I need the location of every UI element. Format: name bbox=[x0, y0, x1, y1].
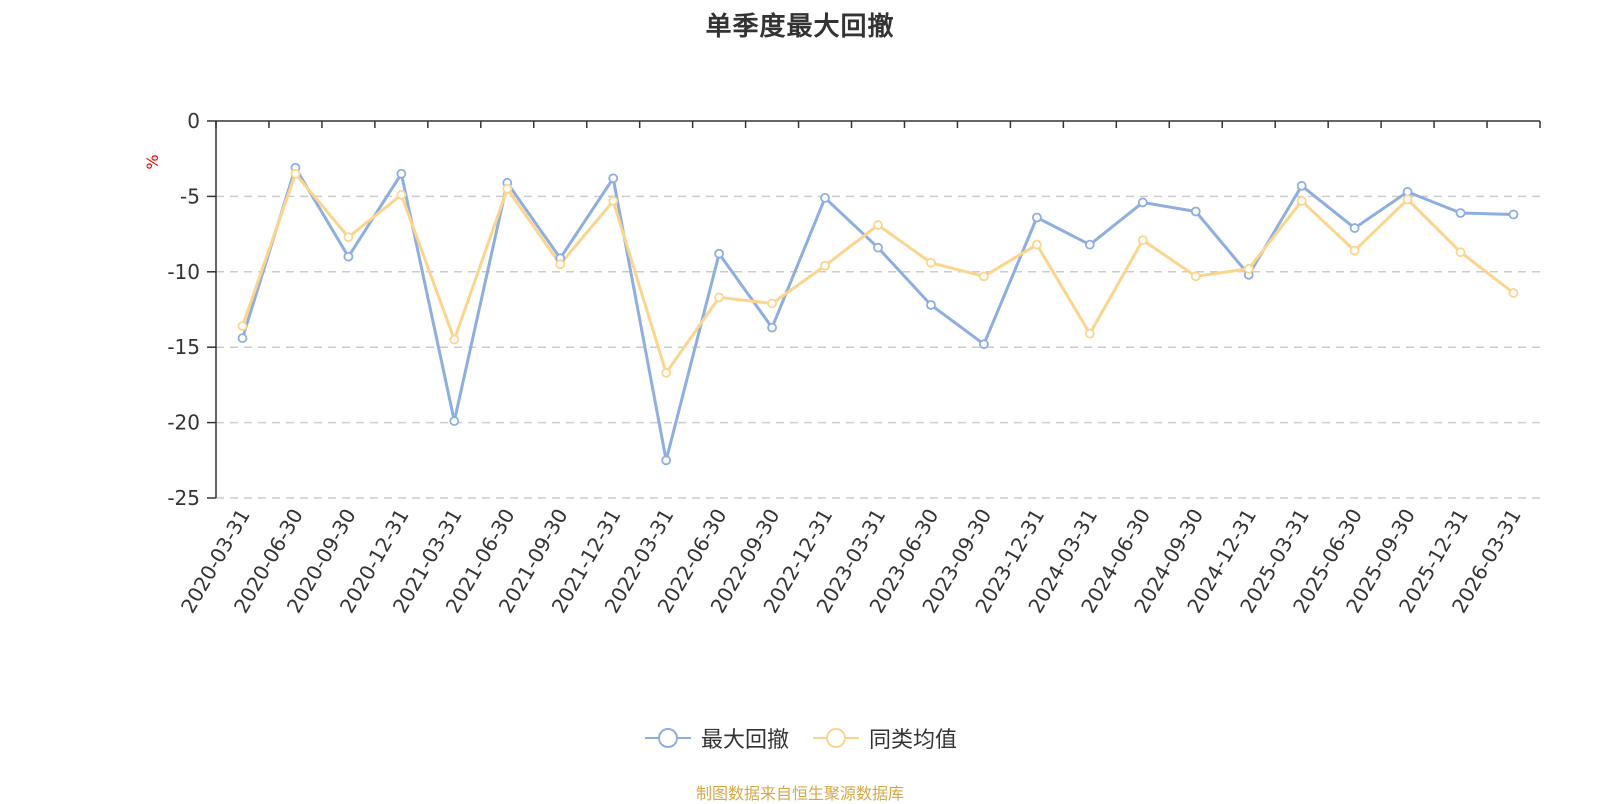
data-point-series2 bbox=[1508, 288, 1519, 298]
data-point-series2 bbox=[449, 334, 460, 345]
data-point-series2 bbox=[1084, 328, 1095, 339]
data-point-series2 bbox=[1243, 263, 1254, 274]
data-point-series1 bbox=[820, 193, 830, 203]
legend-label-series1: 最大回撤 bbox=[700, 728, 789, 753]
data-point-series2 bbox=[502, 183, 513, 194]
data-point-series2 bbox=[1190, 271, 1201, 282]
data-point-series1 bbox=[1084, 239, 1095, 250]
y-tick-label: -20 bbox=[167, 411, 200, 435]
data-point-series2 bbox=[290, 168, 301, 179]
y-axis-unit: % bbox=[143, 154, 162, 169]
data-point-series1 bbox=[1031, 212, 1042, 223]
data-point-series1 bbox=[1349, 223, 1360, 233]
data-point-series1 bbox=[926, 300, 936, 310]
data-point-series2 bbox=[767, 298, 777, 309]
data-point-series2 bbox=[343, 232, 354, 243]
data-point-series2 bbox=[1137, 235, 1148, 246]
data-point-series1 bbox=[1137, 197, 1148, 208]
y-tick-label: 0 bbox=[187, 109, 200, 133]
data-point-series2 bbox=[979, 271, 989, 282]
data-point-series1 bbox=[661, 455, 672, 466]
legend-item-series1[interactable]: 最大回撤 bbox=[643, 722, 789, 754]
data-point-series1 bbox=[714, 248, 725, 259]
data-point-series2 bbox=[1349, 245, 1360, 256]
data-point-series1 bbox=[1508, 209, 1519, 220]
data-point-series2 bbox=[926, 257, 936, 268]
data-point-series1 bbox=[396, 168, 407, 179]
legend-item-series2[interactable]: 同类均值 bbox=[811, 722, 957, 754]
chart-title: 单季度最大回撤 bbox=[705, 12, 895, 42]
y-tick-label: -25 bbox=[167, 486, 200, 510]
y-tick-label: -15 bbox=[167, 335, 200, 359]
data-point-series1 bbox=[343, 251, 354, 262]
y-tick-label: -10 bbox=[167, 260, 200, 284]
data-point-series2 bbox=[820, 260, 830, 271]
data-point-series2 bbox=[1296, 196, 1307, 206]
y-tick-label: -5 bbox=[180, 184, 200, 208]
data-point-series1 bbox=[767, 322, 777, 333]
data-point-series2 bbox=[555, 259, 566, 270]
data-point-series2 bbox=[714, 292, 725, 303]
data-point-series1 bbox=[979, 339, 989, 350]
data-point-series2 bbox=[608, 196, 619, 206]
data-point-series1 bbox=[608, 173, 619, 184]
data-point-series1 bbox=[237, 333, 248, 344]
data-point-series2 bbox=[1402, 194, 1413, 205]
data-point-series2 bbox=[873, 220, 883, 230]
legend: 最大回撤 同类均值 bbox=[0, 722, 1600, 754]
legend-label-series2: 同类均值 bbox=[869, 728, 958, 753]
line-chart: 0-5-10-15-20-25%2020-03-312020-06-302020… bbox=[143, 109, 1541, 617]
data-source-note: 制图数据来自恒生聚源数据库 bbox=[695, 784, 904, 803]
data-point-series2 bbox=[1031, 239, 1042, 250]
circle-line-icon bbox=[644, 728, 691, 748]
data-point-series2 bbox=[237, 321, 248, 331]
data-point-series1 bbox=[1190, 206, 1201, 217]
data-point-series2 bbox=[1455, 247, 1466, 258]
data-point-series1 bbox=[873, 242, 883, 253]
circle-line-icon bbox=[813, 728, 859, 748]
data-point-series1 bbox=[1296, 180, 1307, 191]
data-point-series2 bbox=[396, 189, 407, 200]
series-line-1 bbox=[241, 166, 1514, 462]
data-point-series1 bbox=[449, 416, 460, 426]
data-point-series1 bbox=[1455, 208, 1466, 218]
data-point-series2 bbox=[661, 367, 672, 378]
